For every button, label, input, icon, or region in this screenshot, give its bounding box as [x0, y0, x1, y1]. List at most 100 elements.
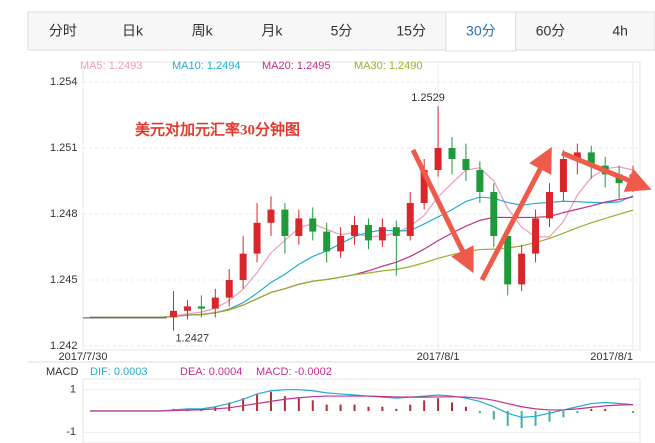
candle-body [281, 209, 289, 236]
candle-body [96, 317, 111, 319]
macd-bar [534, 411, 537, 426]
candle-body [225, 280, 233, 298]
macd-bar [339, 404, 342, 411]
tab[interactable]: 日k [122, 23, 144, 39]
macd-bar [520, 411, 523, 429]
y-tick-label: 1.254 [50, 76, 78, 88]
macd-bar [256, 393, 259, 411]
candle-body [337, 236, 345, 252]
candle-body [211, 297, 219, 309]
tab[interactable]: 分时 [49, 23, 77, 39]
tab[interactable]: 5分 [331, 23, 353, 39]
macd-bar [604, 408, 607, 411]
candle-body [504, 236, 512, 285]
plot-frame [82, 61, 641, 351]
macd-bar [506, 411, 509, 426]
macd-bar [311, 400, 314, 411]
x-tick-label: 2017/8/1 [590, 351, 633, 363]
candle-body [267, 209, 275, 223]
ma-label: MA5: 1.2493 [80, 60, 142, 72]
macd-bar [423, 400, 426, 411]
y-tick-label: 1.245 [50, 274, 78, 286]
tab-bar [27, 11, 655, 51]
annotation: 美元对加元汇率30分钟图 [135, 120, 300, 138]
macd-bar [492, 411, 495, 420]
macd-bar [590, 408, 593, 411]
arrow [410, 148, 474, 274]
macd-bar [409, 404, 412, 411]
x-tick-label: 2017/7/30 [59, 351, 108, 363]
candle-body [559, 159, 567, 192]
tab[interactable]: 30分 [466, 23, 496, 39]
macd-bar [576, 411, 579, 414]
x-tick-label: 2017/8/1 [417, 351, 460, 363]
macd-bar [548, 411, 551, 422]
ma-label: MA20: 1.2495 [262, 60, 331, 72]
tab[interactable]: 60分 [536, 23, 566, 39]
macd-bar [562, 411, 565, 418]
ma-label: MA30: 1.2490 [354, 60, 423, 72]
candle-body [476, 170, 484, 192]
macd-bar [464, 406, 467, 411]
tab[interactable]: 周k [192, 23, 214, 39]
candle-body [448, 148, 456, 159]
macd-frame [82, 378, 641, 443]
candle-body [197, 306, 205, 309]
dif-line [89, 389, 634, 419]
candle-body [183, 306, 191, 311]
candle-body [518, 253, 526, 285]
macd-label: MACD: -0.0002 [256, 366, 332, 378]
ma-line [89, 166, 634, 318]
y-tick-label: 1.251 [50, 142, 78, 154]
macd-bar [283, 396, 286, 411]
candle-body [170, 310, 178, 318]
candle-body [253, 222, 261, 254]
macd-tick-label: -1 [66, 426, 76, 438]
ma-line [89, 209, 634, 318]
candle-body [323, 231, 331, 252]
macd-bar [353, 404, 356, 411]
candle-body [462, 159, 470, 170]
dea-line [89, 395, 634, 412]
macd-label: MACD [46, 366, 78, 378]
macd-bar [367, 406, 370, 411]
candle-body [239, 253, 247, 280]
candle-body [545, 192, 553, 219]
candle-body [110, 317, 125, 319]
candle-body [309, 218, 317, 232]
y-tick-label: 1.242 [50, 340, 78, 352]
macd-bar [395, 408, 398, 411]
candle-body [532, 218, 540, 254]
macd-bar [632, 411, 635, 414]
macd-bar [437, 398, 440, 411]
macd-tick-label: 1 [70, 384, 76, 396]
active-tab [445, 11, 517, 52]
candle-body [587, 152, 595, 166]
candle-body [83, 317, 97, 319]
candle-body [420, 170, 428, 203]
candle-body [124, 317, 139, 319]
candle-body [138, 317, 153, 319]
macd-bar [381, 406, 384, 411]
candle-body [295, 218, 303, 236]
macd-bar [297, 398, 300, 411]
candle-body [364, 225, 372, 241]
tab[interactable]: 15分 [396, 23, 426, 39]
ma-label: MA10: 1.2494 [172, 60, 241, 72]
high-label: 1.2529 [411, 92, 445, 104]
macd-bar [478, 411, 481, 414]
candle-body [406, 203, 414, 236]
arrow [561, 150, 652, 192]
macd-bar [242, 398, 245, 411]
tab[interactable]: 4h [612, 23, 628, 39]
candle-body [573, 152, 581, 159]
tab[interactable]: 月k [261, 23, 283, 39]
macd-bar [325, 404, 328, 411]
candle-body [351, 225, 359, 236]
macd-bar [228, 402, 231, 411]
candle-body [378, 227, 386, 241]
candle-body [392, 227, 400, 236]
macd-label: DEA: 0.0004 [180, 366, 242, 378]
macd-bar [451, 402, 454, 411]
y-tick-label: 1.248 [50, 208, 78, 220]
